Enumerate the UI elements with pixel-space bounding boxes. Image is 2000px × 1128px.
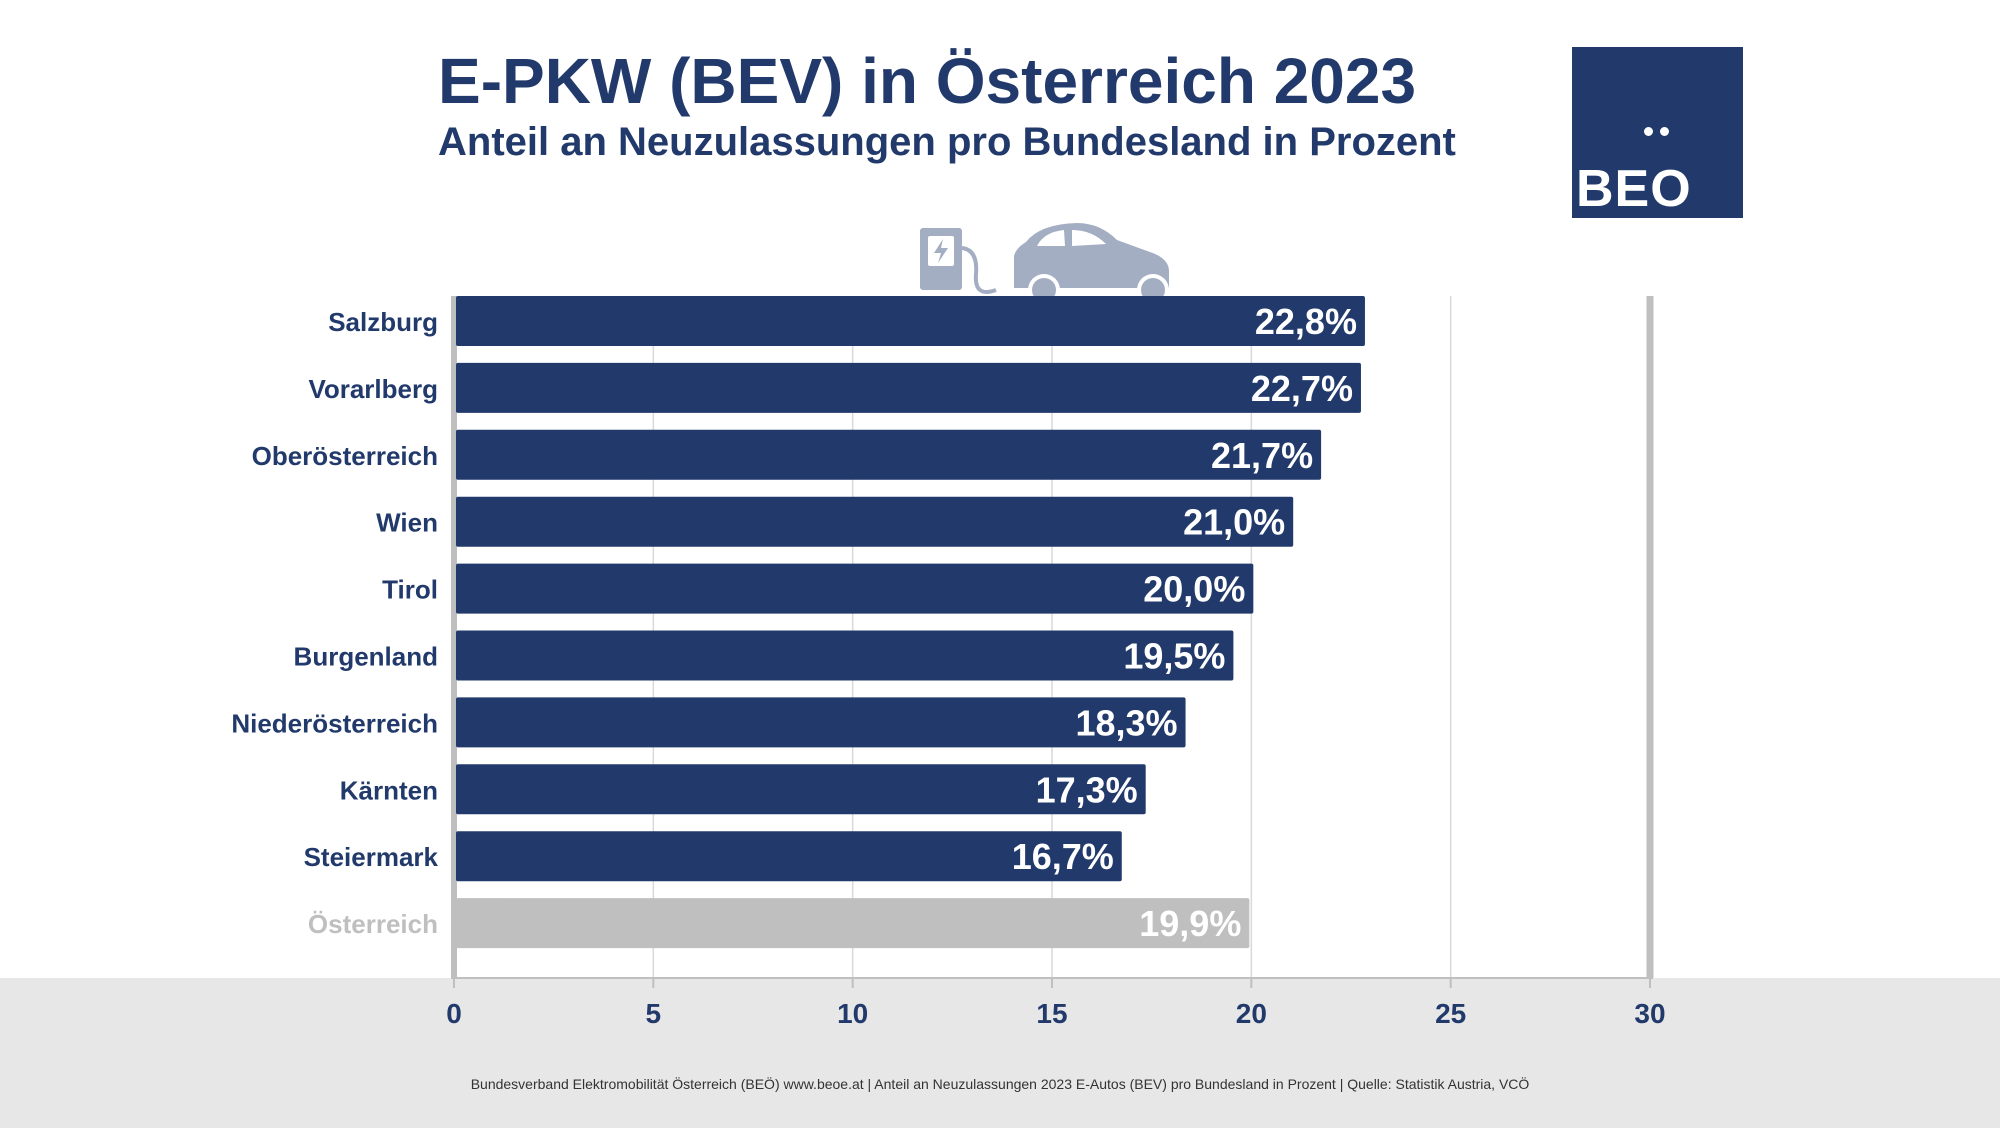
category-label-Österreich: Österreich bbox=[308, 909, 438, 939]
bar-Vorarlberg bbox=[456, 362, 1361, 413]
bar-Oberösterreich bbox=[456, 429, 1322, 480]
category-label-Salzburg: Salzburg bbox=[328, 307, 438, 337]
value-label-Wien: 21,0% bbox=[1183, 502, 1285, 543]
bar-Steiermark bbox=[456, 831, 1122, 882]
ev-charging-car-icon bbox=[920, 223, 1169, 298]
chart-subtitle: Anteil an Neuzulassungen pro Bundesland … bbox=[438, 120, 1456, 164]
value-label-Steiermark: 16,7% bbox=[1012, 836, 1114, 877]
bar-Salzburg bbox=[456, 296, 1365, 346]
logo-text: BEO bbox=[1576, 160, 1692, 218]
bar-Kärnten bbox=[456, 764, 1146, 815]
category-label-Tirol: Tirol bbox=[382, 575, 438, 605]
x-tick-label-0: 0 bbox=[446, 998, 462, 1029]
x-tick-label-10: 10 bbox=[837, 998, 868, 1029]
value-label-Salzburg: 22,8% bbox=[1255, 301, 1357, 342]
x-tick-label-15: 15 bbox=[1036, 998, 1067, 1029]
x-tick-label-20: 20 bbox=[1236, 998, 1267, 1029]
bar-Burgenland bbox=[456, 630, 1234, 681]
bar-Niederösterreich bbox=[456, 697, 1186, 748]
value-label-Burgenland: 19,5% bbox=[1123, 636, 1225, 677]
logo-umlaut-dot-left bbox=[1644, 127, 1653, 136]
value-label-Niederösterreich: 18,3% bbox=[1075, 702, 1177, 743]
category-label-Burgenland: Burgenland bbox=[294, 642, 438, 672]
category-label-Kärnten: Kärnten bbox=[340, 775, 438, 805]
value-label-Tirol: 20,0% bbox=[1143, 569, 1245, 610]
value-label-Österreich: 19,9% bbox=[1139, 903, 1241, 944]
beo-logo: BEO bbox=[1572, 47, 1743, 218]
category-label-Oberösterreich: Oberösterreich bbox=[252, 441, 438, 471]
logo-umlaut-dot-right bbox=[1660, 127, 1669, 136]
bar-Tirol bbox=[456, 563, 1254, 614]
value-label-Vorarlberg: 22,7% bbox=[1251, 368, 1353, 409]
footer-source: Bundesverband Elektromobilität Österreic… bbox=[470, 1076, 1530, 1092]
x-tick-label-30: 30 bbox=[1634, 998, 1665, 1029]
category-label-Vorarlberg: Vorarlberg bbox=[308, 374, 438, 404]
value-label-Kärnten: 17,3% bbox=[1036, 769, 1138, 810]
chart-title: E-PKW (BEV) in Österreich 2023 bbox=[438, 45, 1417, 117]
x-tick-label-25: 25 bbox=[1435, 998, 1466, 1029]
bar-Österreich bbox=[456, 898, 1250, 949]
x-tick-label-5: 5 bbox=[646, 998, 662, 1029]
category-label-Wien: Wien bbox=[376, 508, 438, 538]
bar-Wien bbox=[456, 496, 1294, 547]
bottom-band bbox=[0, 978, 2000, 1128]
category-label-Steiermark: Steiermark bbox=[304, 842, 439, 872]
value-label-Oberösterreich: 21,7% bbox=[1211, 435, 1313, 476]
category-label-Niederösterreich: Niederösterreich bbox=[231, 708, 438, 738]
